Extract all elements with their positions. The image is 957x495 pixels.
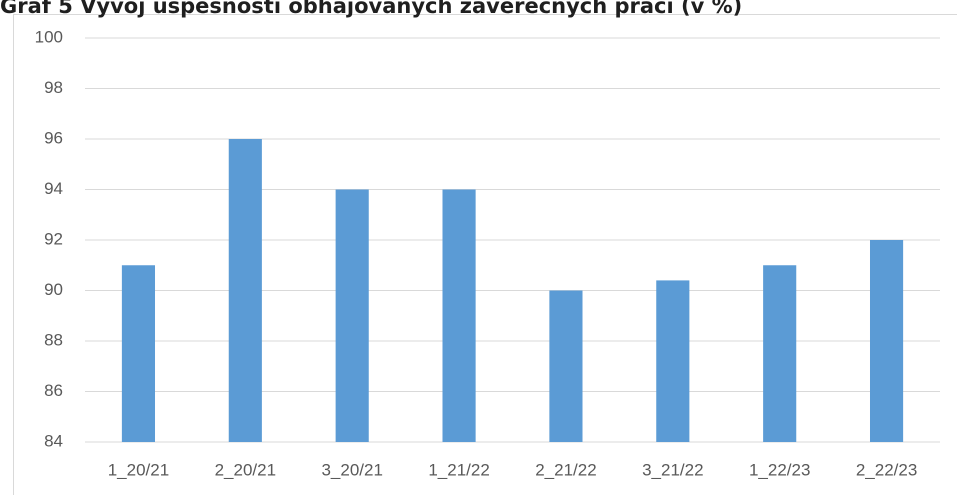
chart-title: Graf 5 Vývoj úspěšnosti obhajovaných záv… [0, 0, 742, 18]
title-background [0, 0, 957, 14]
y-tick-label: 92 [44, 229, 63, 248]
y-tick-label: 84 [44, 431, 63, 450]
bar [763, 265, 797, 442]
x-tick-label: 2_21/22 [535, 460, 596, 479]
x-tick-label: 3_21/22 [642, 460, 703, 479]
y-tick-label: 94 [44, 179, 63, 198]
y-tick-label: 88 [44, 330, 63, 349]
y-tick-label: 100 [35, 27, 63, 46]
bar [869, 240, 904, 442]
y-tick-label: 98 [44, 78, 63, 97]
x-tick-label: 1_21/22 [428, 460, 489, 479]
x-tick-label: 1_20/21 [108, 460, 169, 479]
x-tick-label: 1_22/23 [749, 460, 810, 479]
y-tick-label: 90 [44, 280, 63, 299]
y-tick-label: 96 [44, 128, 63, 147]
chart-frame [13, 14, 957, 495]
bar [549, 290, 583, 442]
bar [442, 189, 476, 442]
x-tick-label: 3_20/21 [321, 460, 382, 479]
x-tick-label: 2_20/21 [215, 460, 276, 479]
bar [656, 280, 690, 442]
x-tick-label: 2_22/23 [856, 460, 917, 479]
y-tick-label: 86 [44, 381, 63, 400]
bar [335, 189, 369, 442]
bar [228, 139, 262, 442]
bar [121, 265, 156, 442]
